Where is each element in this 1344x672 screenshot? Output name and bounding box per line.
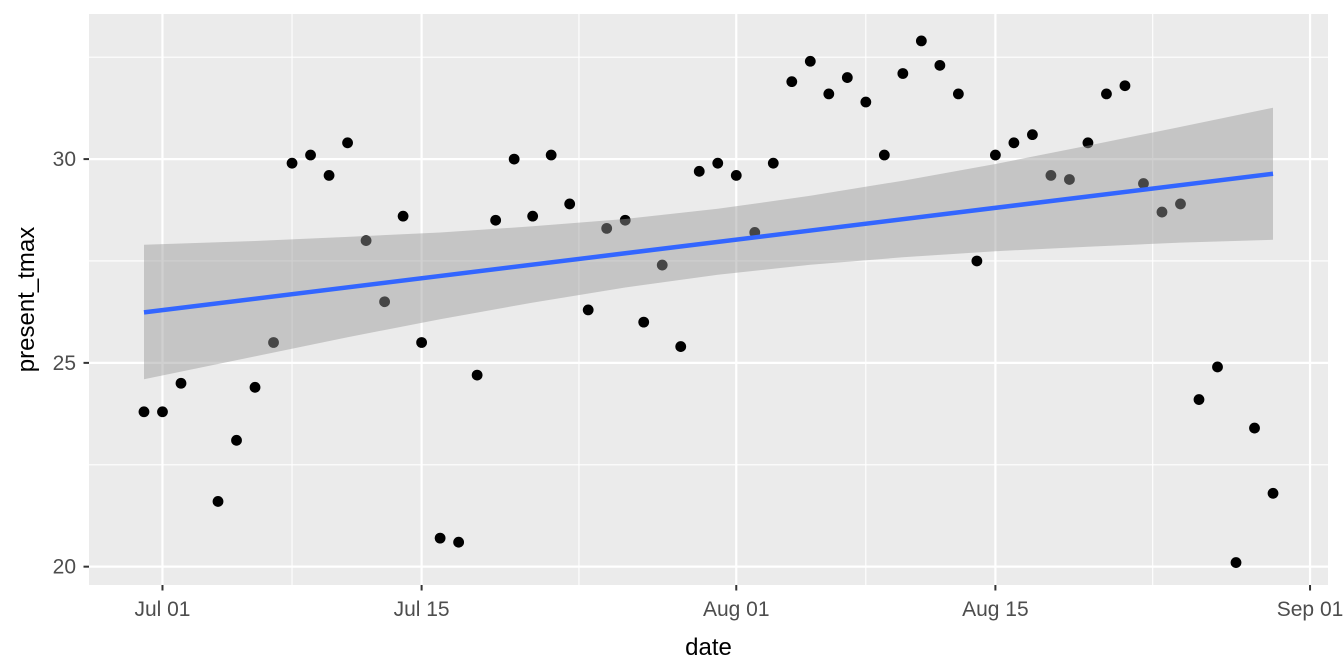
smooth-line: [143, 171, 1274, 315]
data-point: [1212, 361, 1223, 373]
data-point: [545, 149, 557, 161]
data-point: [1249, 422, 1260, 434]
data-point: [416, 337, 428, 348]
data-point: [1175, 198, 1186, 210]
data-point: [601, 222, 613, 234]
data-point: [1082, 137, 1094, 149]
data-point: [971, 255, 983, 267]
data-point: [989, 149, 1001, 161]
data-point: [860, 96, 872, 108]
data-point: [897, 68, 909, 79]
data-point: [730, 169, 742, 181]
data-point: [268, 337, 279, 348]
data-point: [1045, 169, 1057, 181]
data-point: [878, 149, 890, 161]
data-point: [693, 165, 705, 177]
x-axis-title: date: [685, 634, 732, 661]
plot-panel-background: [89, 14, 1328, 585]
data-point: [619, 214, 631, 226]
data-point: [342, 137, 353, 149]
x-tick-label: Sep 01: [1277, 598, 1344, 621]
data-point: [1156, 206, 1168, 218]
data-point: [582, 304, 594, 316]
data-point: [1138, 178, 1149, 189]
data-point: [841, 72, 853, 83]
y-tick-label: 30: [53, 148, 76, 171]
data-point: [767, 157, 779, 169]
data-point: [1027, 129, 1038, 141]
data-point: [656, 259, 668, 271]
data-point: [305, 149, 316, 161]
data-point: [138, 406, 150, 418]
data-point: [453, 536, 465, 548]
data-point: [249, 381, 261, 393]
data-point: [1193, 394, 1205, 405]
data-point: [231, 434, 242, 446]
x-tick-label: Jul 15: [394, 598, 450, 621]
data-point: [1119, 80, 1131, 92]
data-point: [527, 210, 539, 222]
data-point: [786, 76, 798, 88]
x-tick-label: Aug 15: [962, 598, 1029, 621]
data-point: [157, 406, 168, 418]
x-tick-label: Aug 01: [703, 598, 770, 621]
data-point: [286, 157, 298, 169]
data-point: [952, 88, 964, 100]
data-point: [934, 59, 946, 71]
x-tick-label: Jul 01: [134, 598, 190, 621]
data-point: [1008, 137, 1020, 149]
y-tick-label: 25: [53, 352, 76, 375]
data-point: [379, 296, 390, 308]
data-point: [434, 532, 446, 544]
data-point: [564, 198, 576, 210]
data-point: [675, 341, 687, 352]
data-point: [823, 88, 835, 100]
data-point: [1101, 88, 1112, 100]
data-point: [360, 235, 372, 247]
data-point: [638, 316, 650, 328]
data-point: [175, 377, 187, 389]
data-point: [804, 55, 816, 67]
data-point: [1230, 557, 1242, 568]
y-tick-label: 20: [53, 556, 76, 579]
data-point: [508, 153, 520, 165]
data-point: [712, 157, 724, 169]
y-axis-title: present_tmax: [13, 227, 40, 372]
data-point: [915, 35, 927, 47]
data-point: [1267, 487, 1279, 499]
data-point: [397, 210, 409, 222]
data-point: [471, 369, 483, 381]
data-point: [490, 214, 502, 226]
data-point: [1064, 174, 1075, 185]
data-point: [323, 169, 335, 181]
data-point: [212, 496, 224, 507]
